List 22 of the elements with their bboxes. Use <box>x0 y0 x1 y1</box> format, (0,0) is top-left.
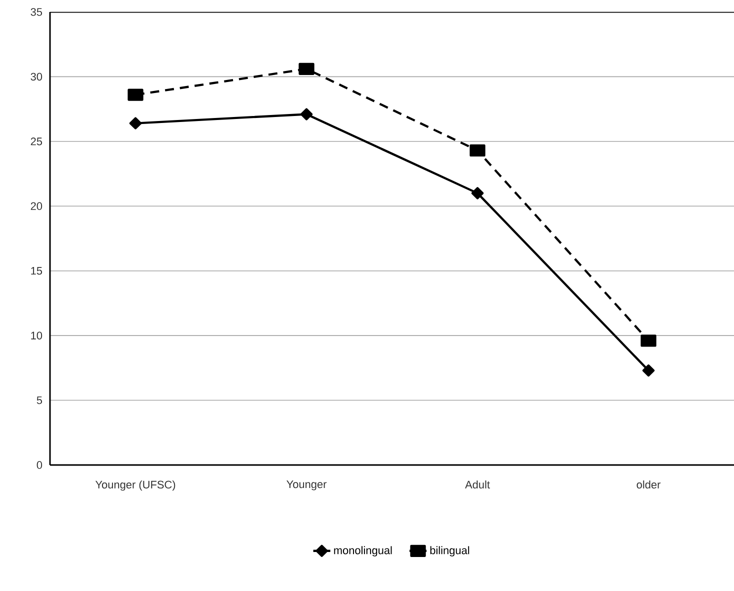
y-tick-label: 5 <box>36 396 42 404</box>
y-tick-label: 15 <box>31 267 42 275</box>
legend-label: bilingual <box>430 546 470 556</box>
point <box>470 144 486 157</box>
y-tick-label: 35 <box>30 8 42 16</box>
x-tick-label: Younger (UFSC) <box>95 480 176 491</box>
y-tick-label: 25 <box>30 138 42 146</box>
point <box>471 187 484 200</box>
point <box>128 88 144 101</box>
x-tick-label: Younger <box>286 480 327 490</box>
x-tick-label: Adult <box>465 480 490 489</box>
point <box>298 62 314 76</box>
point <box>300 108 313 120</box>
point <box>129 117 142 130</box>
y-tick-label: 30 <box>30 72 42 81</box>
x-tick-label: older <box>636 480 660 489</box>
y-tick-label: 20 <box>30 202 42 210</box>
y-tick-label: 10 <box>31 332 42 340</box>
point <box>642 364 655 377</box>
y-tick-label: 0 <box>36 461 42 469</box>
legend-label: monolingual <box>334 546 392 556</box>
point <box>640 334 656 347</box>
